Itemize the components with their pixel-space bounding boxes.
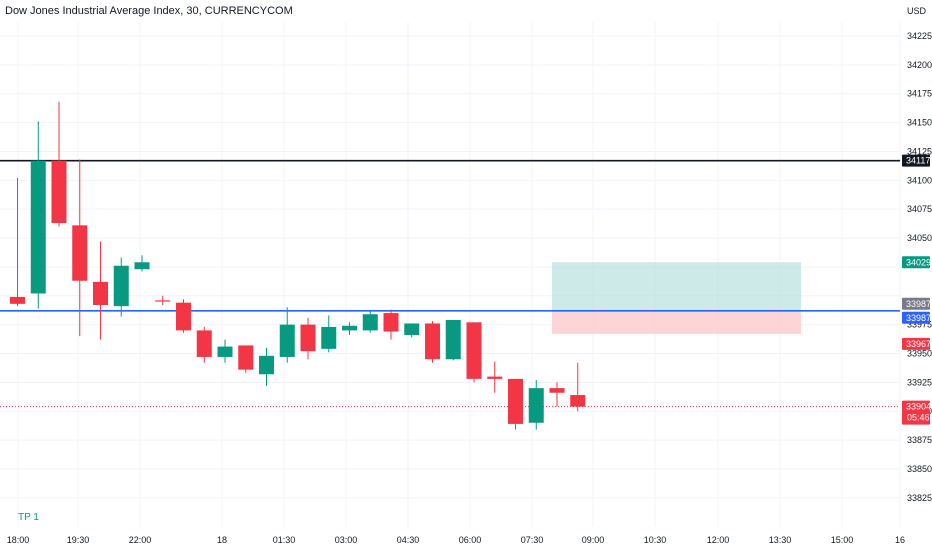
candle-body[interactable] bbox=[10, 296, 25, 304]
candle-body[interactable] bbox=[51, 160, 67, 224]
candle-body[interactable] bbox=[259, 355, 274, 375]
candle-body[interactable] bbox=[342, 325, 357, 331]
candle-body[interactable] bbox=[155, 300, 171, 302]
x-tick-label: 03:00 bbox=[335, 535, 358, 545]
y-tick-label: 34150 bbox=[907, 118, 932, 128]
candle-body[interactable] bbox=[528, 388, 544, 423]
x-tick-label: 09:00 bbox=[582, 535, 605, 545]
x-tick-label: 07:30 bbox=[521, 535, 544, 545]
price-label-box bbox=[902, 337, 930, 350]
candle-body[interactable] bbox=[30, 160, 46, 294]
y-tick-label: 33950 bbox=[907, 348, 932, 358]
price-label-text: 33987 bbox=[906, 299, 931, 309]
y-tick-label: 34100 bbox=[907, 175, 932, 185]
tp-label: TP 1 bbox=[18, 512, 39, 523]
loss-zone[interactable] bbox=[552, 310, 801, 334]
candle-body[interactable] bbox=[404, 323, 420, 336]
y-tick-label: 34125 bbox=[907, 146, 932, 156]
x-tick-label: 18 bbox=[217, 535, 227, 545]
y-tick-label: 33975 bbox=[907, 320, 932, 330]
x-tick-label: 18:00 bbox=[7, 535, 30, 545]
candle-body[interactable] bbox=[113, 265, 129, 307]
candle-body[interactable] bbox=[570, 395, 586, 407]
y-tick-label: 33850 bbox=[907, 464, 932, 474]
candle-body[interactable] bbox=[445, 320, 461, 360]
candle-body[interactable] bbox=[72, 225, 88, 281]
candle-body[interactable] bbox=[508, 378, 523, 424]
price-label-text: 34029 bbox=[906, 257, 931, 267]
price-label-box bbox=[902, 154, 930, 167]
y-tick-label: 34075 bbox=[907, 204, 932, 214]
price-label-box bbox=[902, 297, 930, 310]
y-tick-label: 33925 bbox=[907, 377, 932, 387]
x-tick-label: 01:30 bbox=[273, 535, 296, 545]
x-tick-label: 12:00 bbox=[707, 535, 730, 545]
candle-body[interactable] bbox=[549, 388, 565, 393]
x-tick-label: 10:30 bbox=[644, 535, 667, 545]
candle-body[interactable] bbox=[176, 302, 191, 331]
price-label-box bbox=[902, 400, 930, 425]
profit-zone[interactable] bbox=[552, 262, 801, 311]
price-label-box bbox=[902, 311, 930, 324]
price-label-text: 33987 bbox=[906, 313, 931, 323]
price-label-box bbox=[902, 256, 930, 269]
x-tick-label: 22:00 bbox=[129, 535, 152, 545]
currency-label: USD bbox=[907, 6, 927, 16]
candle-body[interactable] bbox=[466, 322, 482, 379]
candle-body[interactable] bbox=[362, 314, 378, 331]
candle-body[interactable] bbox=[134, 262, 150, 270]
x-tick-label: 04:30 bbox=[397, 535, 420, 545]
candle-body[interactable] bbox=[238, 345, 254, 370]
x-tick-label: 15:00 bbox=[831, 535, 854, 545]
chart-title: Dow Jones Industrial Average Index, 30, … bbox=[5, 5, 293, 17]
y-tick-label: 34225 bbox=[907, 31, 932, 41]
price-label-text: 33904 bbox=[906, 402, 931, 412]
x-tick-label: 06:00 bbox=[459, 535, 482, 545]
x-tick-label: 19:30 bbox=[67, 535, 90, 545]
x-tick-label: 16 bbox=[895, 535, 905, 545]
y-tick-label: 33875 bbox=[907, 435, 932, 445]
candle-body[interactable] bbox=[279, 324, 295, 357]
y-tick-label: 34175 bbox=[907, 89, 932, 99]
candle-body[interactable] bbox=[487, 376, 503, 379]
candle-body[interactable] bbox=[425, 323, 440, 360]
candle-body[interactable] bbox=[383, 313, 399, 332]
candle-body[interactable] bbox=[300, 324, 316, 352]
countdown-label: 05:46 bbox=[907, 413, 930, 423]
price-label-text: 34117 bbox=[906, 156, 930, 166]
price-label-text: 33967 bbox=[906, 339, 931, 349]
y-tick-label: 34200 bbox=[907, 60, 932, 70]
candle-body[interactable] bbox=[93, 281, 108, 305]
x-tick-label: 13:30 bbox=[769, 535, 792, 545]
candle-body[interactable] bbox=[321, 326, 337, 349]
y-tick-label: 34050 bbox=[907, 233, 932, 243]
y-tick-label: 33825 bbox=[907, 493, 932, 503]
candle-body[interactable] bbox=[217, 346, 233, 357]
candle-body[interactable] bbox=[196, 330, 212, 357]
